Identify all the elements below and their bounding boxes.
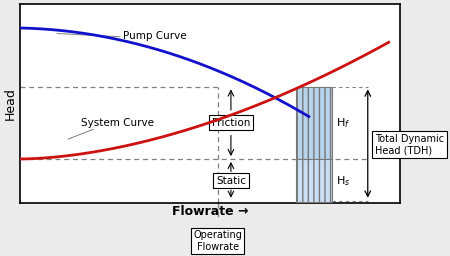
- Text: Operating
Flowrate: Operating Flowrate: [193, 230, 242, 252]
- Text: H$_s$: H$_s$: [336, 174, 351, 188]
- Text: Friction: Friction: [212, 118, 250, 128]
- Bar: [296, 87, 332, 159]
- Bar: [296, 159, 332, 202]
- Text: Total Dynamic
Head (TDH): Total Dynamic Head (TDH): [374, 134, 444, 155]
- Text: System Curve: System Curve: [81, 118, 154, 128]
- Y-axis label: Head: Head: [4, 87, 17, 120]
- Text: Pump Curve: Pump Curve: [122, 31, 186, 41]
- Text: Static: Static: [216, 176, 246, 186]
- Text: H$_f$: H$_f$: [336, 116, 351, 130]
- X-axis label: Flowrate →: Flowrate →: [172, 205, 248, 218]
